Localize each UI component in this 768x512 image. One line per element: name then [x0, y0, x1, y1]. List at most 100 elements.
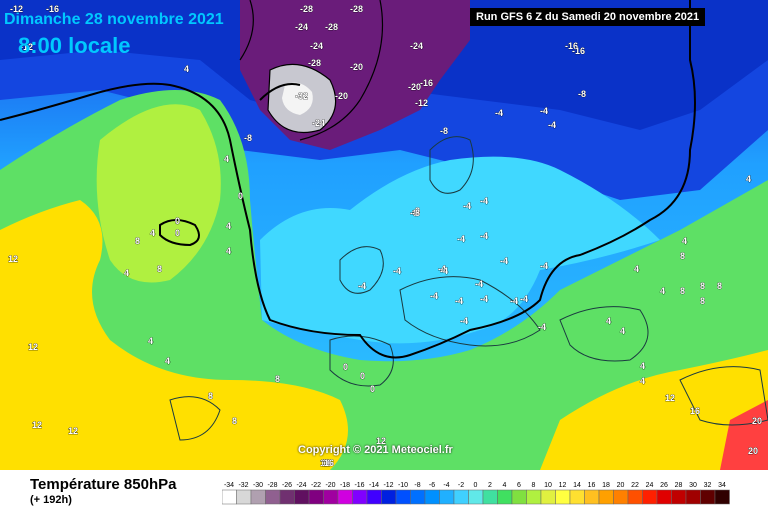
- scale-swatch: [714, 489, 730, 505]
- copyright-text: Copyright © 2021 Meteociel.fr: [298, 444, 453, 456]
- isotherm-contours: [0, 0, 696, 359]
- isotherm-value-label: 4: [148, 336, 153, 346]
- scale-swatch: [308, 489, 324, 505]
- scale-tick-label: 32: [704, 482, 712, 489]
- isotherm-value-label: -4: [440, 266, 448, 276]
- isotherm-value-label: 4: [640, 361, 645, 371]
- scale-swatch: [337, 489, 353, 505]
- isotherm-value-label: -12: [20, 42, 33, 52]
- scale-tick-label: 12: [559, 482, 567, 489]
- isotherm-value-label: 8: [135, 236, 140, 246]
- isotherm-value-label: 8: [700, 296, 705, 306]
- lead-time: (+ 192h): [30, 494, 72, 506]
- parameter-title: Température 850hPa: [30, 476, 177, 493]
- isotherm-value-label: 4: [746, 174, 751, 184]
- isotherm-value-label: -8: [578, 89, 586, 99]
- scale-swatch: [511, 489, 527, 505]
- isotherm-value-label: -4: [480, 196, 488, 206]
- isotherm-value-label: 0: [370, 384, 375, 394]
- subtropical-warm-air: [0, 200, 348, 470]
- yellow-green-zone: [96, 104, 221, 283]
- scale-tick-label: -4: [443, 482, 449, 489]
- isotherm-value-label: -4: [540, 106, 548, 116]
- isotherm-value-label: -4: [358, 281, 366, 291]
- scale-tick-label: -14: [369, 482, 379, 489]
- isotherm-value-label: 20: [748, 446, 758, 456]
- scale-swatch: [250, 489, 266, 505]
- scale-tick-label: 26: [660, 482, 668, 489]
- scale-swatch: [352, 489, 368, 505]
- scale-swatch: [222, 489, 237, 505]
- isotherm-labels: -12 -16 -28 -28-24 -28-24-28 -20-24 -16-16-12-…: [8, 4, 763, 469]
- scale-swatch: [540, 489, 556, 505]
- scale-tick-label: -20: [325, 482, 335, 489]
- scale-tick-label: -34: [224, 482, 234, 489]
- isotherm-value-label: 4: [224, 154, 229, 164]
- isotherm-value-label: 4: [620, 326, 625, 336]
- scale-tick-label: -8: [414, 482, 420, 489]
- isotherm-value-label: -28: [350, 4, 363, 14]
- isotherm-value-label: -4: [455, 296, 463, 306]
- isotherm-value-label: -16: [46, 4, 59, 14]
- scale-tick-label: 14: [573, 482, 581, 489]
- isotherm-value-label: -4: [430, 291, 438, 301]
- isotherm-value-label: 4: [660, 286, 665, 296]
- scale-tick-label: -26: [282, 482, 292, 489]
- isotherm-value-label: -24: [295, 22, 308, 32]
- isotherm-value-label: 4: [634, 264, 639, 274]
- isotherm-value-label: -20: [335, 91, 348, 101]
- scale-swatch: [468, 489, 484, 505]
- isotherm-value-label: -4: [480, 294, 488, 304]
- isotherm-value-label: -4: [520, 294, 528, 304]
- isotherm-value-label: 12: [320, 458, 330, 468]
- hot-spot: [720, 400, 768, 470]
- scale-tick-label: 16: [588, 482, 596, 489]
- scale-swatch: [482, 489, 498, 505]
- isotherm-value-label: -24: [410, 41, 423, 51]
- scale-swatch: [627, 489, 643, 505]
- isotherm-value-label: 16: [690, 406, 700, 416]
- isotherm-value-label: -28: [325, 22, 338, 32]
- isotherm-value-label: 8: [157, 264, 162, 274]
- isotherm-value-label: -4: [540, 261, 548, 271]
- scale-tick-label: 0: [474, 482, 478, 489]
- scale-tick-label: 30: [689, 482, 697, 489]
- isotherm-value-label: -28: [300, 4, 313, 14]
- scale-swatch: [381, 489, 397, 505]
- scale-tick-label: -18: [340, 482, 350, 489]
- scale-tick-label: 34: [718, 482, 726, 489]
- isotherm-value-label: -24: [312, 118, 325, 128]
- isotherm-value-label: -32: [295, 91, 308, 101]
- isotherm-value-label: 8: [680, 286, 685, 296]
- cold-contours: [239, 0, 384, 141]
- scale-tick-label: -32: [238, 482, 248, 489]
- run-info: Run GFS 6 Z du Samedi 20 novembre 2021: [470, 8, 706, 26]
- scale-swatch: [497, 489, 513, 505]
- scale-tick-label: 6: [517, 482, 521, 489]
- isotherm-value-label: 4: [226, 221, 231, 231]
- scale-swatch: [410, 489, 426, 505]
- isotherm-value-label: 8: [700, 281, 705, 291]
- isotherm-value-label: -4: [538, 322, 546, 332]
- isotherm-value-label: -16: [572, 46, 585, 56]
- scale-tick-label: -22: [311, 482, 321, 489]
- isotherm-value-label: 12: [376, 436, 386, 446]
- scale-tick-label: 10: [544, 482, 552, 489]
- isotherm-value-label: 0: [343, 362, 348, 372]
- isotherm-value-label: -8: [244, 133, 252, 143]
- scale-swatch: [656, 489, 672, 505]
- isotherm-value-label: 8: [680, 251, 685, 261]
- scale-tick-label: -2: [458, 482, 464, 489]
- isotherm-value-label: 4: [682, 236, 687, 246]
- scale-swatch: [598, 489, 614, 505]
- scale-swatch: [642, 489, 658, 505]
- isotherm-value-label: -8: [440, 126, 448, 136]
- scale-tick-label: 20: [617, 482, 625, 489]
- isotherm-value-label: -20: [408, 82, 421, 92]
- scale-swatch: [700, 489, 716, 505]
- scale-tick-label: -12: [383, 482, 393, 489]
- isotherm-value-label: 12: [665, 393, 675, 403]
- isotherm-value-label: 8: [208, 391, 213, 401]
- isotherm-value-label: 12: [28, 342, 38, 352]
- temperature-map: -12 -16 -28 -28-24 -28-24-28 -20-24 -16-16-12-…: [0, 0, 768, 470]
